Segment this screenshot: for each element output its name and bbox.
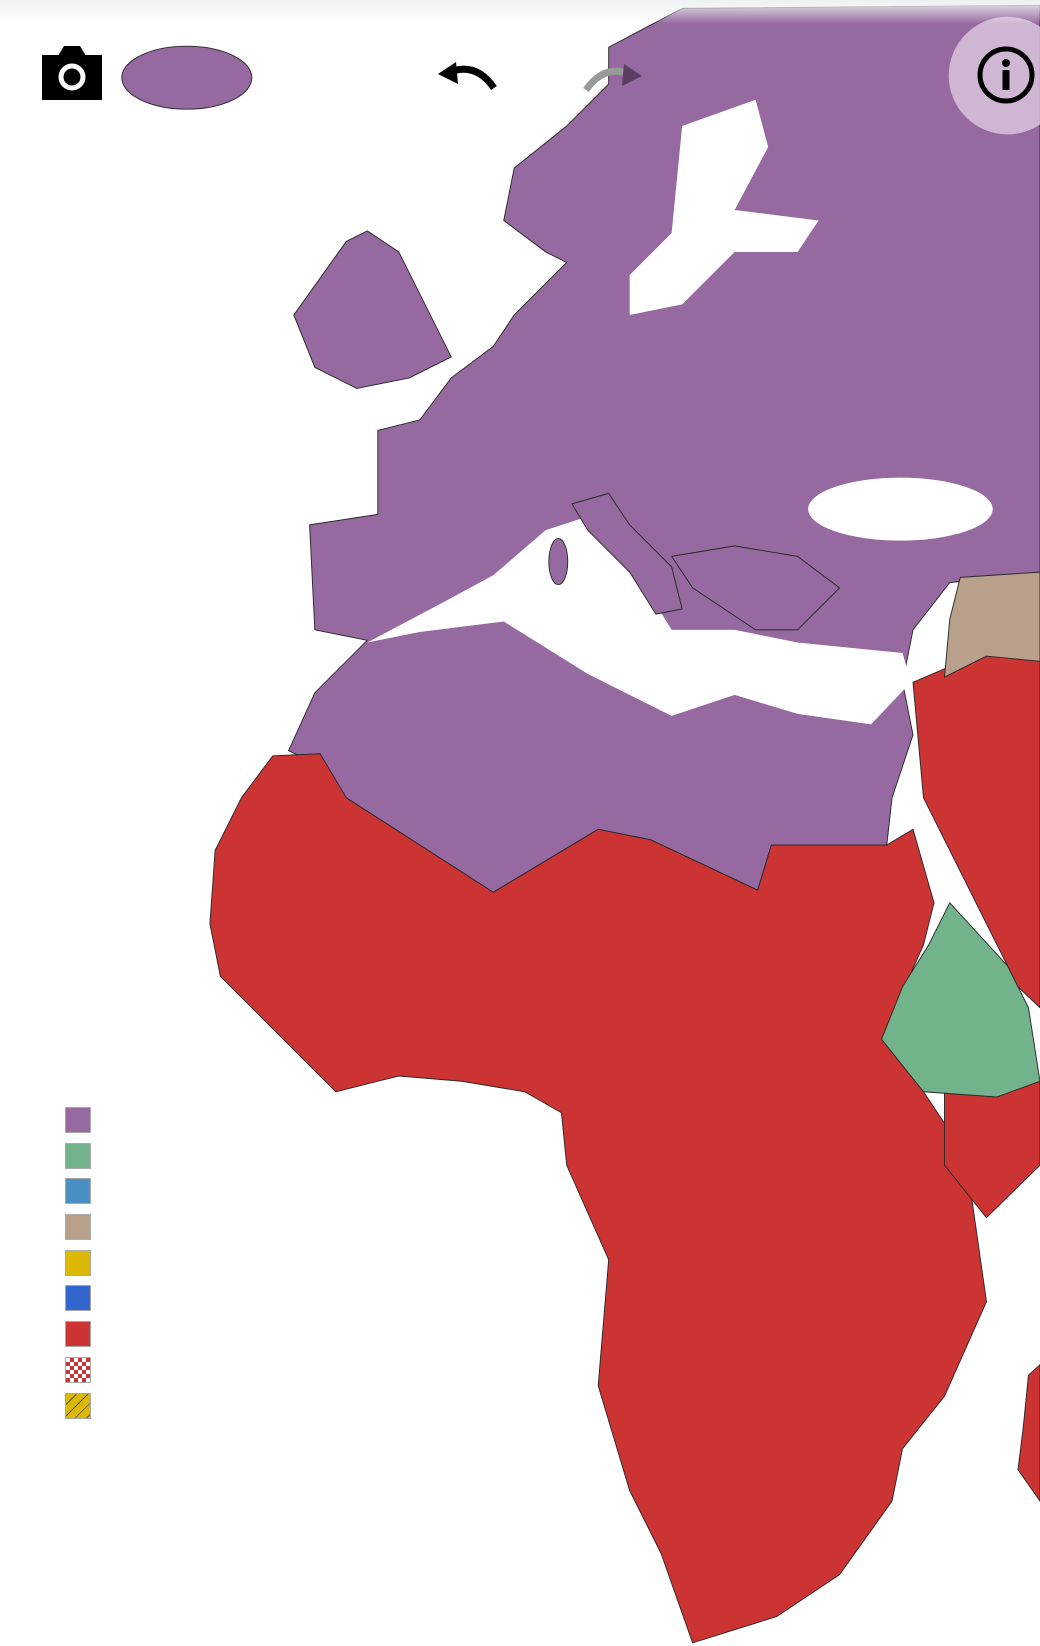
region-balkans-greece[interactable] [671, 545, 841, 631]
legend-swatch-6[interactable] [65, 1285, 91, 1312]
legend-swatch-8[interactable] [65, 1356, 91, 1383]
legend-swatch-2[interactable] [65, 1142, 91, 1169]
region-sardinia[interactable] [548, 538, 569, 586]
redo-button[interactable] [580, 62, 644, 94]
legend-swatch-9[interactable] [65, 1392, 91, 1419]
undo-icon [438, 62, 497, 91]
camera-icon [42, 46, 102, 100]
info-halo [948, 16, 1040, 135]
legend-swatch-7[interactable] [65, 1321, 91, 1348]
legend-swatch-3[interactable] [65, 1178, 91, 1205]
legend-swatch-4[interactable] [65, 1214, 91, 1241]
region-iceland[interactable] [121, 45, 253, 110]
sea-baltic [629, 99, 819, 315]
info-button[interactable] [977, 46, 1035, 104]
region-middle-east[interactable] [944, 571, 1040, 678]
region-ethiopia[interactable] [881, 902, 1040, 1098]
info-icon [977, 46, 1035, 104]
legend-swatch-5[interactable] [65, 1249, 91, 1276]
region-british-isles[interactable] [293, 230, 452, 389]
region-italy[interactable] [571, 492, 683, 615]
camera-button[interactable] [42, 46, 102, 100]
sea-mediterranean [367, 516, 911, 725]
region-madagascar[interactable] [1017, 1364, 1040, 1502]
sea-black [808, 477, 993, 541]
map-legend [65, 1107, 91, 1428]
undo-button[interactable] [436, 60, 500, 92]
top-fade [0, 0, 1040, 24]
redo-icon [583, 64, 642, 93]
legend-swatch-1[interactable] [65, 1107, 91, 1133]
region-sub-saharan-africa[interactable] [209, 753, 987, 1644]
